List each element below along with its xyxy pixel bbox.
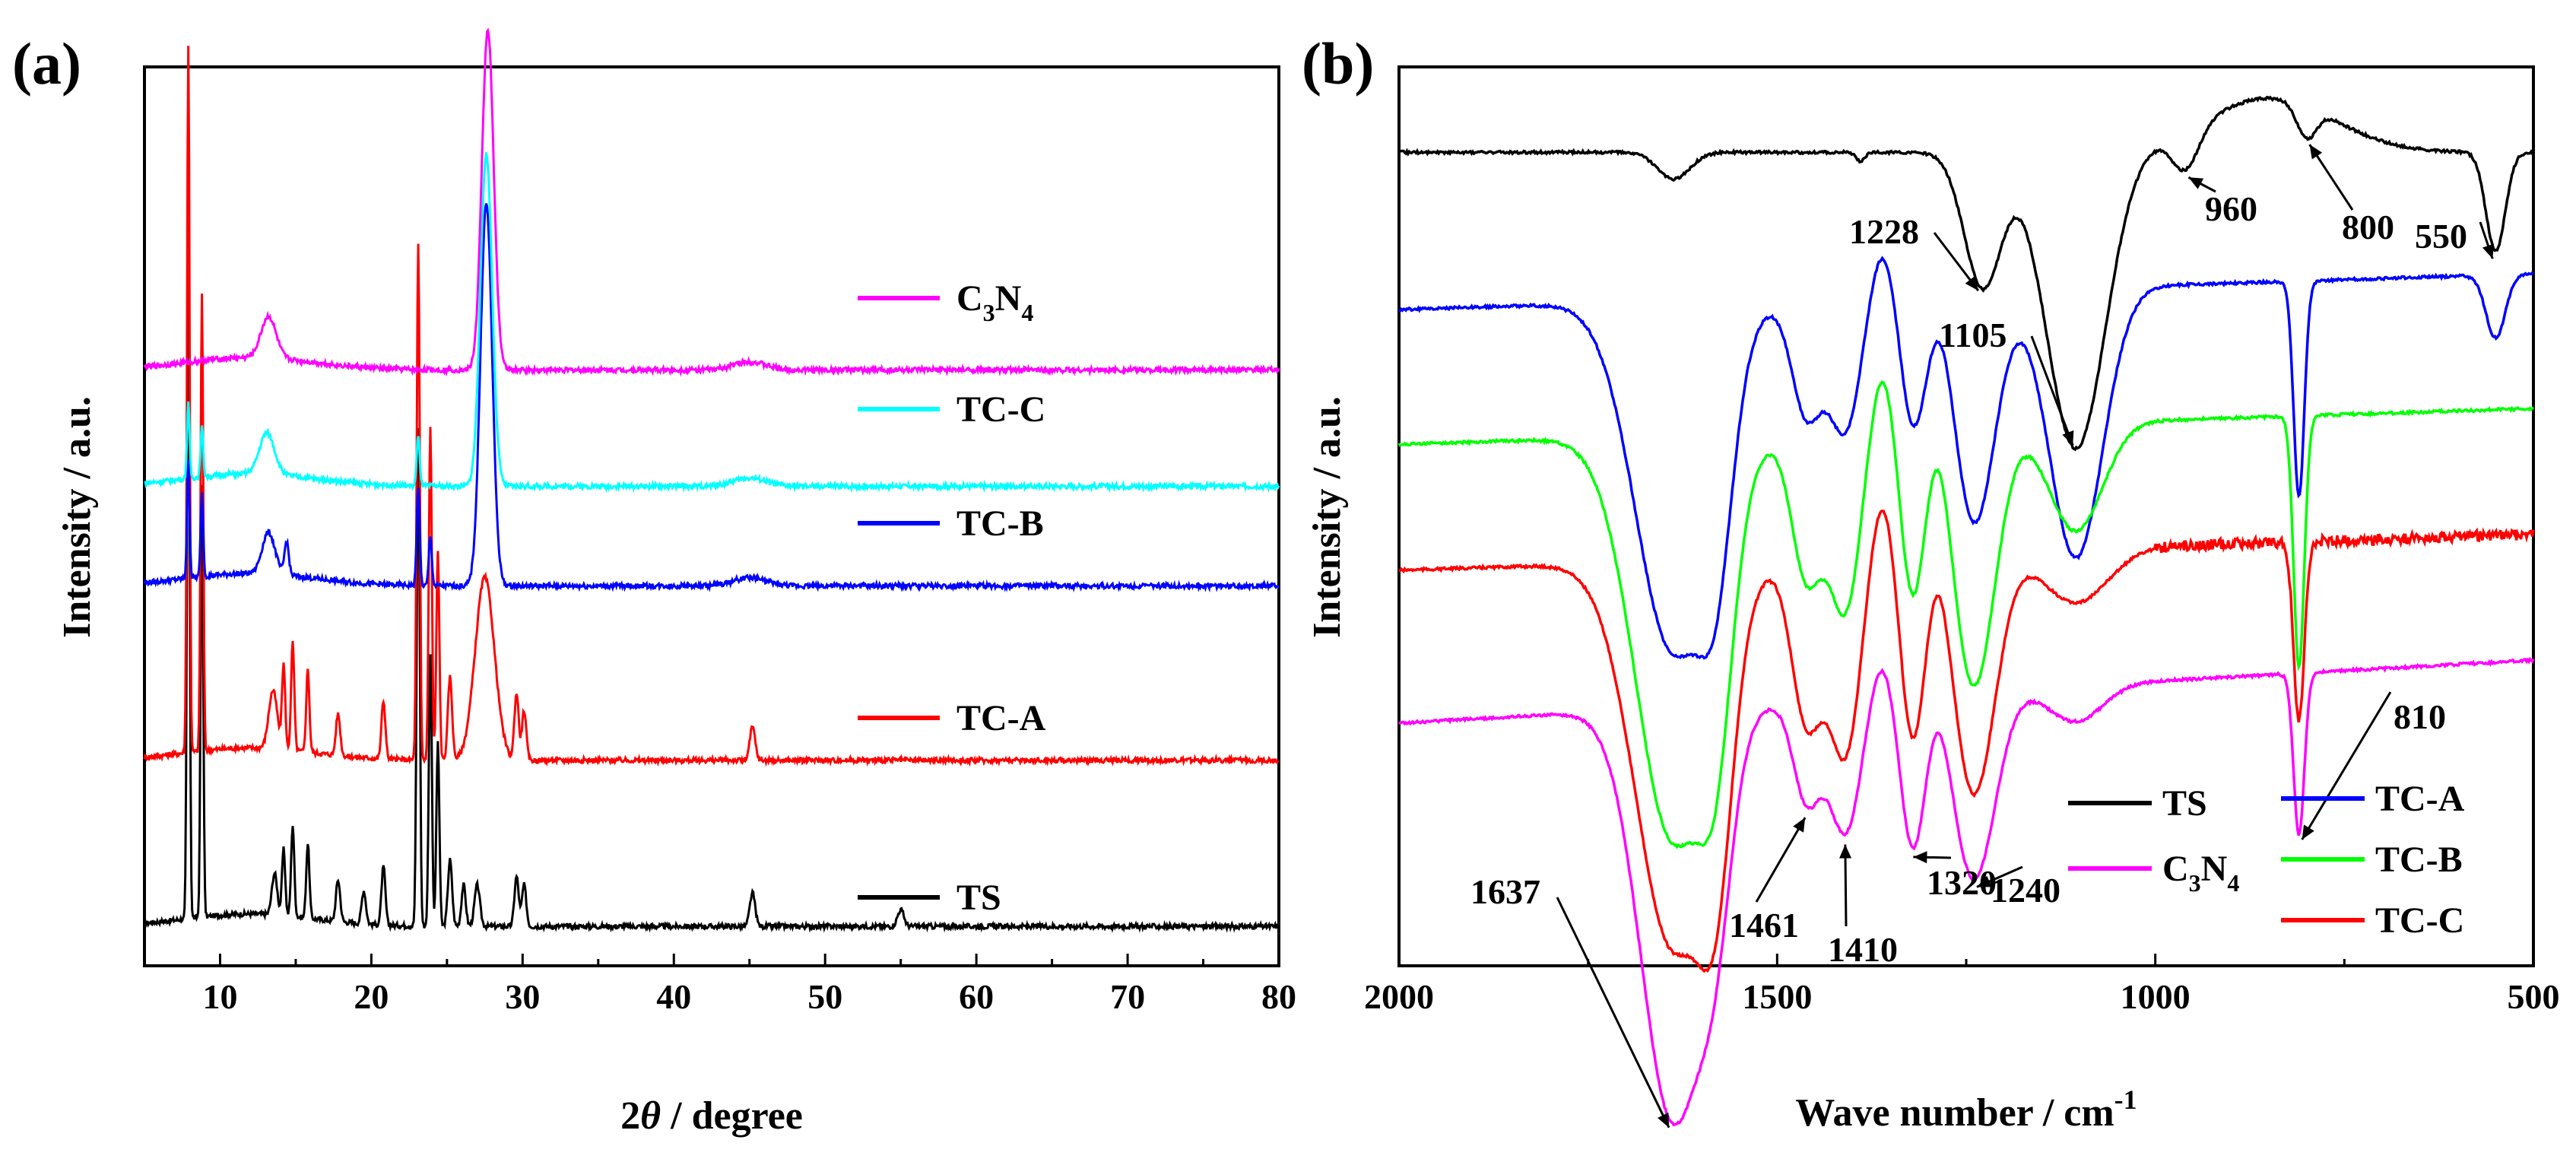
- xrd-x-tick-label: 50: [807, 977, 842, 1016]
- xrd-legend-label-tc-a: TC-A: [956, 698, 1046, 738]
- legend-c: C: [956, 278, 983, 319]
- legend-c: C: [2162, 849, 2189, 889]
- xrd-x-tick-label: 70: [1110, 977, 1145, 1016]
- xrd-series-ts: [144, 254, 1280, 933]
- legend-sub4: 4: [1021, 299, 1033, 326]
- panel-b-xlabel-sup: -1: [2114, 1084, 2137, 1115]
- xrd-series-tc-a: [143, 46, 1280, 767]
- ftir-series-tc-b: [1397, 379, 2535, 849]
- ftir-annotation-arrowhead: [2482, 243, 2495, 259]
- ftir-annotation-label: 1637: [1470, 872, 1540, 911]
- ftir-legend-label-c3n4: C3N4: [2162, 849, 2239, 897]
- panel-a-xlabel-suffix: / degree: [661, 1094, 803, 1138]
- xrd-legend-label-ts: TS: [956, 878, 1001, 918]
- ftir-series-tc-c: [1398, 510, 2535, 973]
- panel-a-xlabel-prefix: 2: [620, 1094, 640, 1138]
- ftir-annotation-label: 960: [2205, 189, 2257, 228]
- panel-b-xlabel: Wave number / cm-1: [1795, 1084, 2137, 1135]
- ftir-annotation-arrowhead: [2309, 144, 2323, 160]
- panel-a-label: (a): [12, 30, 81, 97]
- xrd-x-tick-label: 80: [1261, 977, 1296, 1016]
- legend-sub4: 4: [2227, 869, 2239, 897]
- panel-a-xlabel: 2θ / degree: [620, 1094, 803, 1138]
- xrd-series-tc-b: [143, 203, 1280, 593]
- xrd-series-c3n4: [143, 27, 1280, 377]
- xrd-x-tick-label: 10: [202, 977, 237, 1016]
- ftir-series-ts: [1399, 95, 2535, 452]
- ftir-annotation-label: 1228: [1849, 212, 1919, 251]
- ftir-annotation-label: 1461: [1729, 906, 1799, 945]
- ftir-annotation-arrow: [2030, 335, 2074, 446]
- ftir-series-c3n4: [1397, 656, 2535, 1127]
- panel-b-label: (b): [1302, 30, 1374, 97]
- ftir-annotation-arrowhead: [1913, 851, 1927, 864]
- xrd-legend-label-c3n4: C3N4: [956, 278, 1033, 326]
- ftir-series-tc-a: [1397, 256, 2534, 660]
- ftir-annotation-label: 810: [2394, 697, 2446, 736]
- xrd-x-tick-label: 60: [959, 977, 994, 1016]
- ftir-annotation-label: 1410: [1828, 930, 1898, 969]
- panel-a-ylabel: Intensity / a.u.: [56, 396, 99, 638]
- ftir-annotation-arrowhead: [2188, 177, 2204, 189]
- ftir-annotation-arrow: [1556, 897, 1670, 1129]
- legend-n: N: [995, 278, 1022, 319]
- panel-b-xlabel-main: Wave number / cm: [1795, 1091, 2114, 1135]
- ftir-annotation-arrowhead: [1839, 844, 1852, 859]
- xrd-series-tc-c: [144, 152, 1280, 494]
- ftir-x-tick-label: 1000: [2121, 977, 2191, 1016]
- ftir-legend-label-tc-c: TC-C: [2375, 900, 2464, 941]
- ftir-annotation-label: 800: [2342, 208, 2394, 246]
- ftir-legend-label-ts: TS: [2162, 783, 2207, 824]
- ftir-annotation-label: 550: [2415, 217, 2467, 256]
- ftir-annotation-arrowhead: [2302, 824, 2314, 840]
- ftir-annotation-arrowhead: [1976, 875, 1992, 887]
- xrd-legend-label-tc-b: TC-B: [956, 503, 1044, 544]
- panel-b-frame: [1397, 65, 2535, 967]
- ftir-annotation-arrowhead: [2062, 430, 2074, 446]
- legend-n: N: [2201, 849, 2228, 889]
- legend-sub3: 3: [983, 299, 995, 326]
- ftir-annotation-label: 1240: [1991, 871, 2060, 910]
- xrd-x-tick-label: 20: [354, 977, 389, 1016]
- xrd-x-tick-label: 30: [505, 977, 540, 1016]
- ftir-x-tick-label: 500: [2508, 977, 2560, 1016]
- ftir-annotation-arrowhead: [1965, 276, 1978, 291]
- ftir-x-tick-label: 1500: [1742, 977, 1812, 1016]
- panel-b-ylabel: Intensity / a.u.: [1305, 396, 1349, 638]
- ftir-annotation-arrow: [2301, 691, 2392, 840]
- ftir-legend-label-tc-b: TC-B: [2375, 840, 2463, 880]
- ftir-annotation-arrowhead: [1793, 818, 1806, 833]
- panel-b-ftir: 2000 1500 1000 500 1228 1105 960 800 550 810 1637…: [1302, 30, 2560, 1135]
- ftir-x-tick-label: 2000: [1364, 977, 1434, 1016]
- ftir-annotation-arrow: [1755, 817, 1807, 903]
- panel-a-xlabel-theta: θ: [640, 1094, 661, 1138]
- ftir-legend-label-tc-a: TC-A: [2375, 779, 2465, 819]
- legend-sub3: 3: [2189, 869, 2201, 897]
- ftir-annotation-label: 1105: [1939, 316, 2007, 354]
- xrd-x-tick-label: 40: [656, 977, 691, 1016]
- panel-a-frame: [143, 65, 1280, 967]
- xrd-legend-label-tc-c: TC-C: [956, 389, 1045, 430]
- ftir-annotation-arrowhead: [1658, 1113, 1670, 1128]
